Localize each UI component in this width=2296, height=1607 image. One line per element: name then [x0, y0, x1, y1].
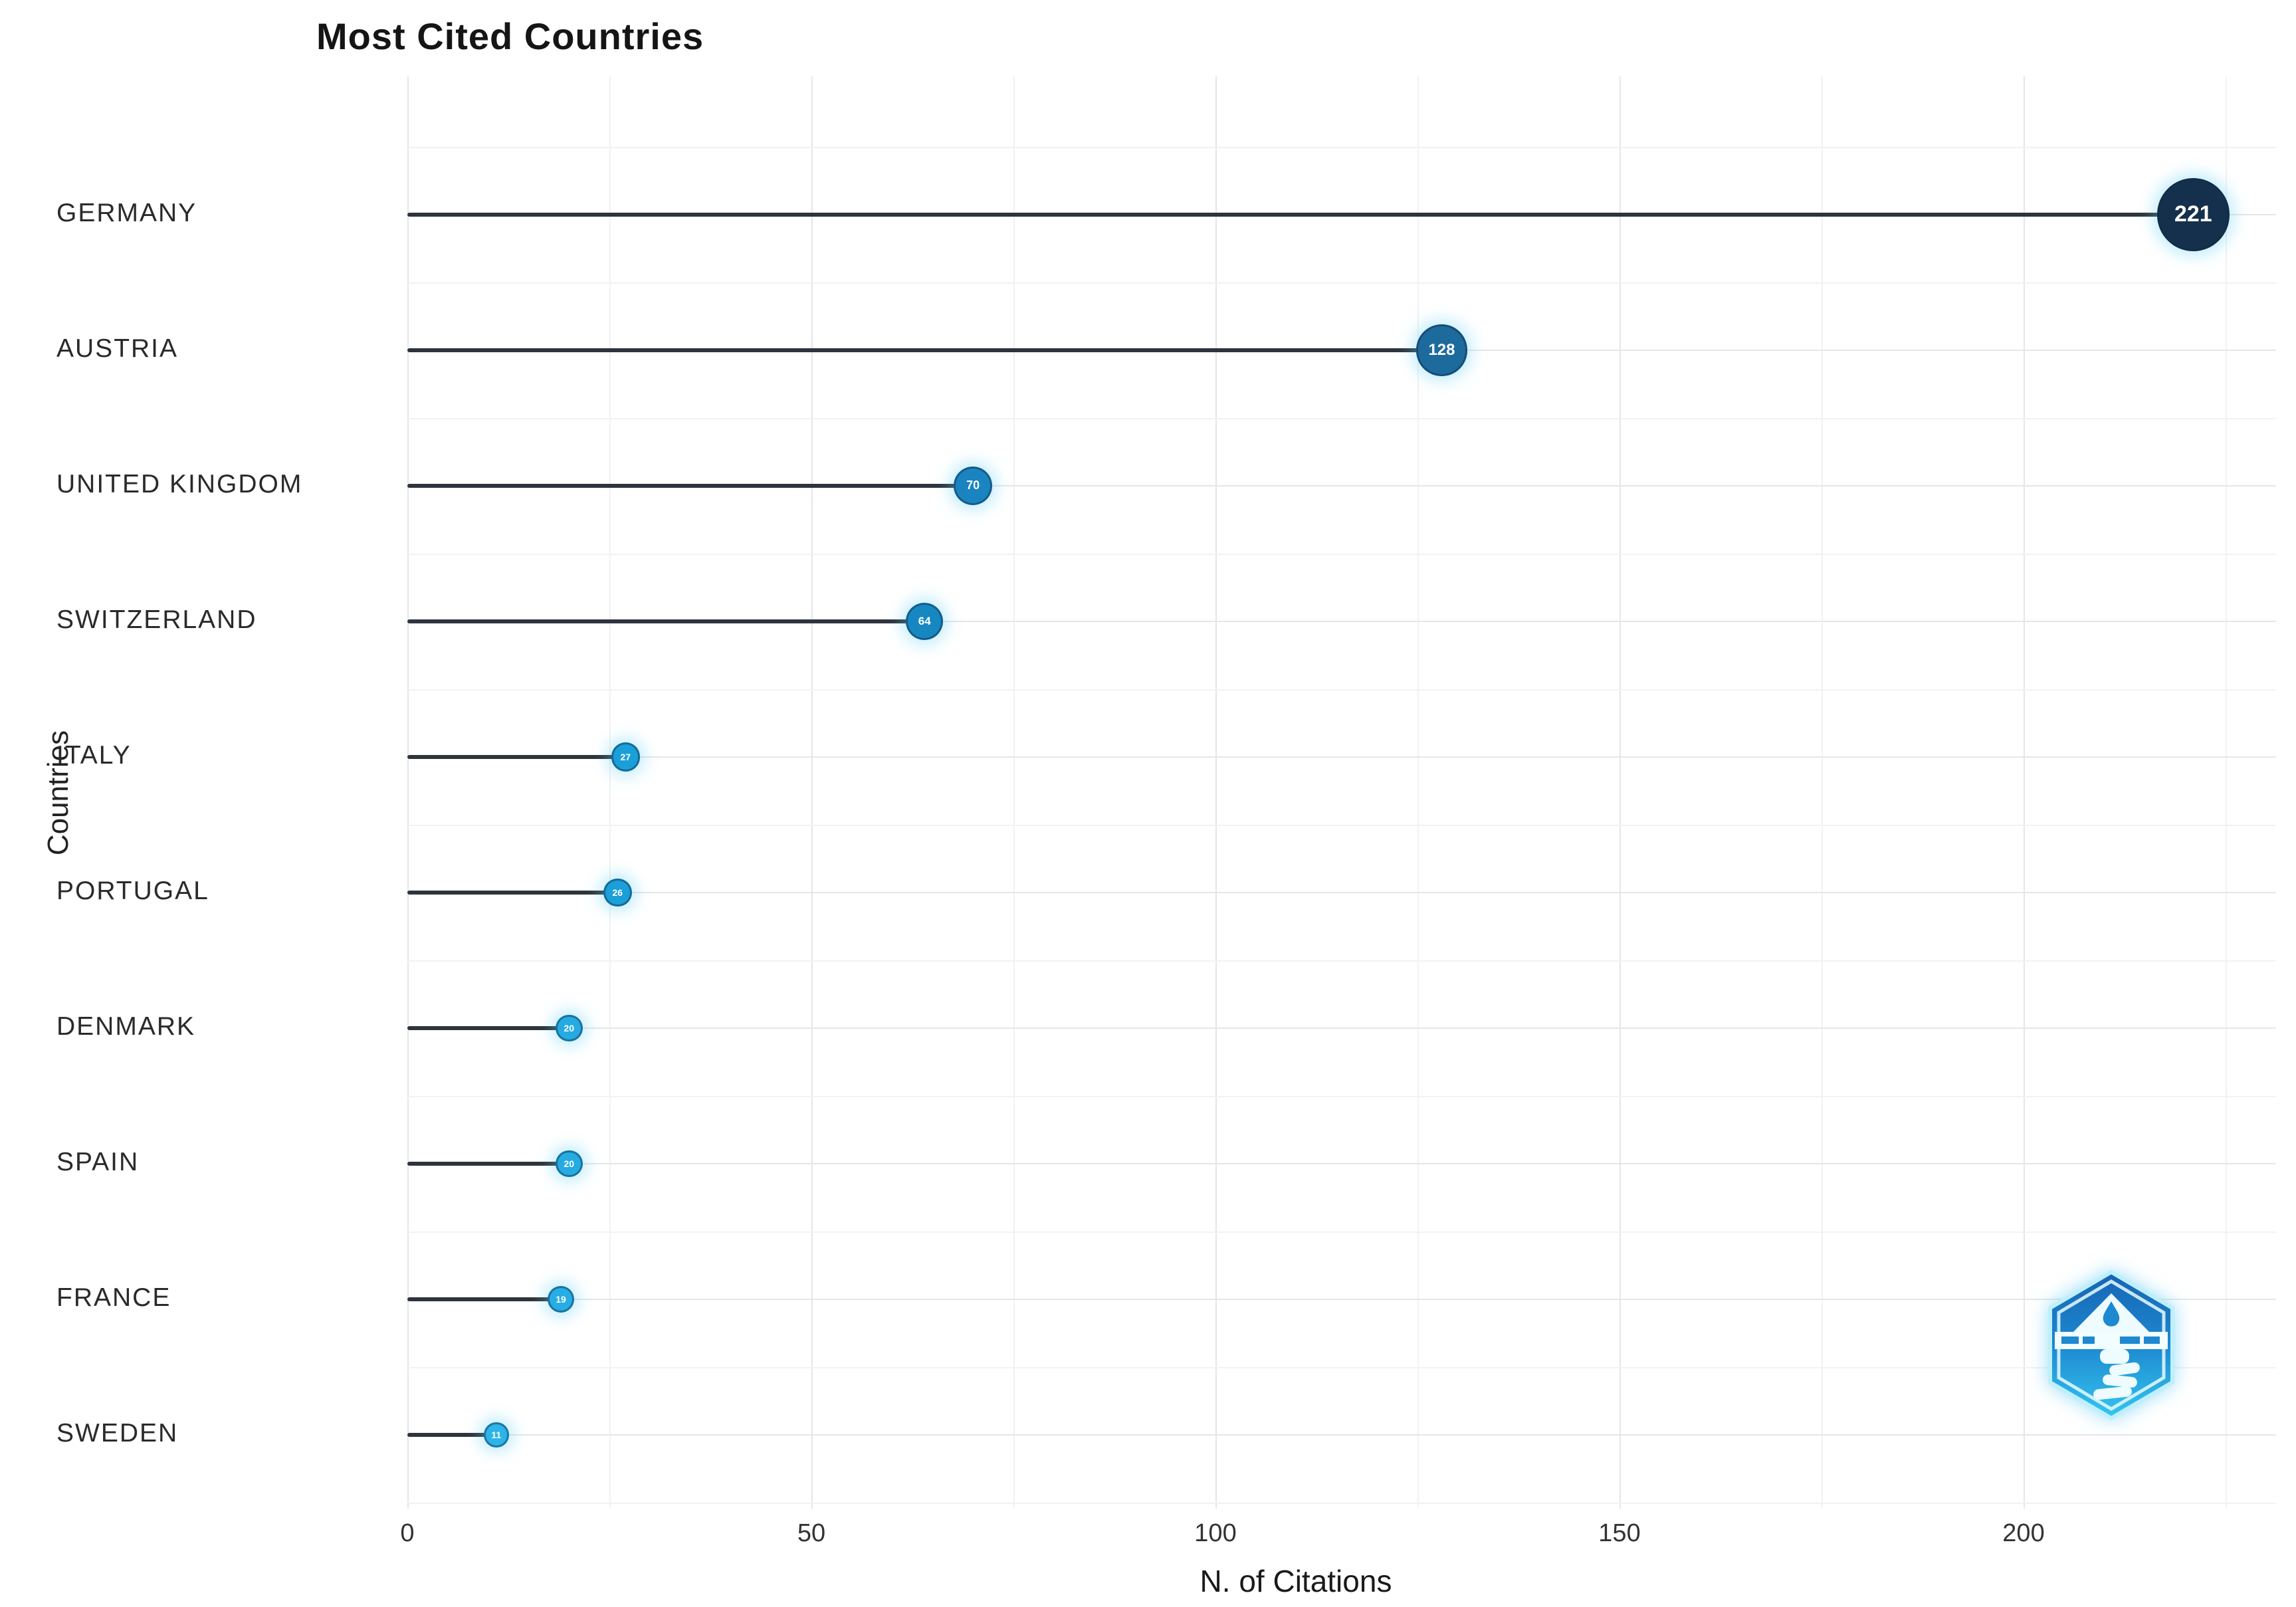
lollipop-stick — [407, 484, 974, 488]
gridline-horizontal-major — [407, 1299, 2276, 1300]
category-label: SPAIN — [56, 1148, 140, 1176]
chart-title: Most Cited Countries — [316, 15, 704, 57]
gridline-horizontal-minor — [407, 418, 2276, 419]
logo-emblem — [2093, 1349, 2140, 1400]
gridline-horizontal-major — [407, 756, 2276, 758]
gridline-horizontal-minor — [407, 282, 2276, 284]
data-point-value: 70 — [966, 479, 980, 492]
data-point-value: 128 — [1428, 340, 1455, 359]
category-label: PORTUGAL — [56, 877, 209, 905]
data-point: 70 — [954, 467, 993, 505]
gridline-vertical-minor — [1822, 76, 1823, 1509]
category-label: SWEDEN — [56, 1419, 179, 1447]
lollipop-stick — [407, 1297, 562, 1301]
lollipop-stick — [407, 1433, 496, 1437]
x-axis-title: N. of Citations — [1200, 1564, 1392, 1598]
data-point: 128 — [1415, 324, 1468, 376]
x-tick-label: 150 — [1598, 1519, 1641, 1547]
gridline-horizontal-major — [407, 1434, 2276, 1436]
data-point: 11 — [483, 1422, 509, 1447]
logo-band-text — [2061, 1337, 2160, 1344]
data-point: 26 — [603, 878, 632, 907]
gridline-vertical-major — [1215, 76, 1217, 1509]
data-point: 20 — [555, 1014, 583, 1042]
gridline-horizontal-minor — [407, 1232, 2276, 1233]
data-point: 19 — [547, 1285, 575, 1313]
hexagon-logo — [2048, 1269, 2174, 1421]
gridline-vertical-major — [407, 76, 409, 1509]
x-tick-label: 0 — [400, 1519, 415, 1547]
category-label: FRANCE — [56, 1283, 171, 1312]
data-point-value: 11 — [491, 1429, 502, 1440]
lollipop-stick — [407, 891, 618, 895]
gridline-vertical-minor — [1417, 76, 1419, 1509]
gridline-horizontal-minor — [407, 960, 2276, 962]
lollipop-stick — [407, 348, 1442, 352]
lollipop-stick — [407, 1026, 570, 1030]
lollipop-stick — [407, 619, 925, 623]
gridline-horizontal-minor — [407, 554, 2276, 555]
gridline-vertical-minor — [2226, 76, 2227, 1509]
gridline-vertical-major — [811, 76, 813, 1509]
x-tick-label: 50 — [797, 1519, 826, 1547]
data-point-value: 27 — [620, 751, 631, 762]
lollipop-stick — [407, 1162, 570, 1166]
gridline-horizontal-major — [407, 1027, 2276, 1029]
data-point: 64 — [906, 603, 944, 640]
lollipop-stick — [407, 755, 626, 759]
y-axis-title: Countries — [42, 730, 74, 856]
data-point: 20 — [555, 1150, 583, 1178]
gridline-horizontal-minor — [407, 1096, 2276, 1097]
gridline-horizontal-major — [407, 485, 2276, 486]
category-label: UNITED KINGDOM — [56, 470, 303, 498]
lollipop-stick — [407, 213, 2194, 217]
gridline-horizontal-major — [407, 892, 2276, 893]
data-point-value: 221 — [2174, 201, 2212, 227]
data-point: 27 — [611, 742, 640, 772]
gridline-horizontal-minor — [407, 147, 2276, 148]
gridline-horizontal-minor — [407, 825, 2276, 826]
data-point-value: 64 — [918, 614, 931, 627]
gridline-horizontal-major — [407, 1163, 2276, 1164]
gridline-vertical-major — [1619, 76, 1621, 1509]
data-point-value: 19 — [556, 1293, 566, 1305]
x-tick-label: 100 — [1194, 1519, 1237, 1547]
gridline-vertical-major — [2024, 76, 2025, 1509]
category-label: DENMARK — [56, 1012, 196, 1041]
category-label: AUSTRIA — [56, 334, 179, 363]
gridline-horizontal-minor — [407, 689, 2276, 691]
category-label: ITALY — [56, 741, 132, 770]
category-label: SWITZERLAND — [56, 605, 257, 634]
data-point-value: 20 — [564, 1022, 574, 1033]
x-tick-label: 200 — [2002, 1519, 2045, 1547]
data-point: 221 — [2156, 178, 2230, 251]
category-label: GERMANY — [56, 199, 197, 227]
gridline-horizontal-major — [407, 621, 2276, 622]
gridline-horizontal-minor — [407, 1367, 2276, 1368]
data-point-value: 26 — [612, 887, 623, 898]
logo-spade — [2103, 1301, 2120, 1327]
gridline-vertical-minor — [1013, 76, 1015, 1509]
logo-hexagon-inner-ring — [2057, 1279, 2166, 1411]
data-point-value: 20 — [564, 1158, 574, 1169]
gridline-vertical-minor — [609, 76, 611, 1509]
gridline-horizontal-minor — [407, 1503, 2276, 1504]
